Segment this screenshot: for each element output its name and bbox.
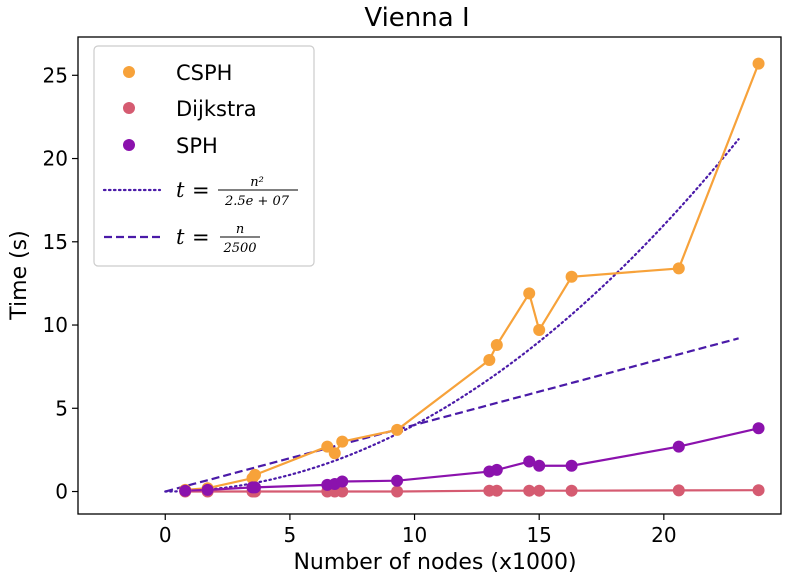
legend-label-csph: CSPH (176, 61, 232, 85)
data-point-sph (249, 481, 261, 494)
data-point-dijkstra (391, 485, 404, 498)
x-tick-label: 15 (526, 523, 551, 547)
y-tick-label: 15 (43, 230, 68, 254)
x-axis-ticks: 0 5 10 15 20 (159, 514, 677, 547)
data-point-sph (752, 422, 765, 435)
legend-linear-eq: = (192, 225, 210, 249)
reference-line-linear (164, 337, 739, 493)
data-point-dijkstra (672, 484, 685, 497)
data-point-csph (490, 339, 503, 352)
legend: CSPH Dijkstra SPH t = n² 2.5e + 07 t = n… (93, 45, 315, 267)
data-point-sph (201, 483, 214, 496)
data-point-sph (490, 463, 503, 476)
data-point-csph (523, 287, 536, 300)
plot-area (77, 36, 782, 515)
legend-linear-denominator: 2500 (222, 241, 256, 256)
data-point-dijkstra (752, 484, 765, 497)
data-point-sph (533, 459, 546, 472)
data-point-dijkstra (490, 484, 503, 497)
y-axis-label: Time (s) (7, 230, 32, 320)
data-point-csph (336, 435, 349, 448)
series-points (179, 57, 765, 498)
data-point-csph (391, 423, 404, 436)
data-point-sph (336, 475, 349, 488)
data-point-sph (179, 484, 192, 497)
data-point-dijkstra (533, 484, 546, 497)
data-point-csph (533, 324, 546, 337)
legend-marker-sph (123, 139, 135, 151)
legend-quadratic-lhs: t (176, 178, 185, 202)
x-tick-label: 20 (651, 523, 676, 547)
series-line-dijkstra (185, 489, 759, 493)
data-point-sph (565, 459, 578, 472)
data-point-sph (523, 455, 536, 468)
data-point-csph (672, 262, 685, 275)
data-point-csph (249, 468, 261, 481)
data-point-sph (672, 440, 685, 453)
reference-line-quadratic (164, 138, 740, 493)
data-point-csph (565, 270, 578, 283)
data-point-dijkstra (336, 485, 349, 498)
x-tick-label: 5 (284, 523, 297, 547)
chart-title: Vienna I (364, 3, 469, 33)
y-tick-label: 20 (43, 147, 68, 171)
x-tick-label: 0 (159, 523, 172, 547)
data-point-dijkstra (523, 484, 536, 497)
data-point-csph (328, 447, 341, 460)
legend-linear-numerator: n (236, 222, 244, 237)
y-tick-label: 25 (43, 63, 68, 87)
reference-lines (164, 138, 740, 493)
x-axis-label: Number of nodes (x1000) (293, 550, 576, 575)
y-axis-ticks: 0 5 10 15 20 25 (43, 63, 78, 504)
data-point-sph (391, 474, 404, 487)
y-tick-label: 5 (55, 396, 68, 420)
data-point-csph (483, 353, 496, 366)
series-line-sph (185, 427, 759, 492)
legend-quadratic-denominator: 2.5e + 07 (224, 194, 290, 209)
legend-label-dijkstra: Dijkstra (176, 97, 257, 121)
y-tick-label: 10 (43, 313, 68, 337)
legend-label-sph: SPH (176, 134, 218, 158)
x-tick-label: 10 (402, 523, 427, 547)
data-point-csph (752, 57, 765, 70)
legend-box (93, 45, 315, 267)
data-point-dijkstra (565, 484, 578, 497)
legend-linear-lhs: t (176, 225, 185, 249)
legend-quadratic-eq: = (192, 178, 210, 202)
legend-marker-dijkstra (123, 102, 135, 114)
legend-quadratic-numerator: n² (250, 175, 264, 190)
y-tick-label: 0 (55, 480, 68, 504)
legend-marker-csph (123, 66, 135, 78)
